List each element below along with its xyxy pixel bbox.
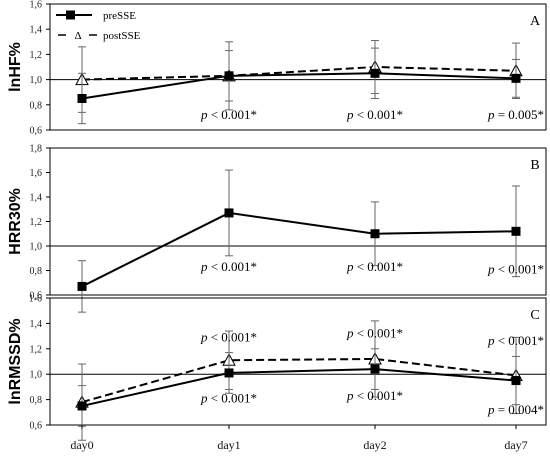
p-value-annotation: p = 0.004* [487,402,544,417]
legend-marker-preSSE [66,10,75,20]
y-tick-label: 0,6 [30,421,43,432]
marker-preSSE [224,208,234,218]
y-tick-label: 0,8 [30,266,43,277]
y-axis-label: HRR30% [7,188,24,255]
y-tick-label: 1,4 [30,319,43,330]
p-value-annotation: p < 0.001* [346,326,403,341]
series-line-preSSE [81,368,517,407]
marker-preSSE [224,368,234,378]
legend-label-preSSE: preSSE [103,10,136,22]
legend-marker-postSSE: Δ [74,30,81,42]
marker-preSSE [224,71,234,81]
x-tick-label: day1 [217,438,240,452]
p-value-annotation: p = 0.005* [487,107,544,122]
p-value-annotation: p < 0.001* [346,107,403,122]
p-value-annotation: p < 0.001* [200,390,257,405]
p-value-annotation: p < 0.001* [346,388,403,403]
p-value-annotation: p < 0.001* [346,259,403,274]
y-tick-label: 1,6 [30,168,43,179]
y-tick-label: 1-6 [29,294,42,305]
legend-label-postSSE: postSSE [103,30,141,42]
series-line-preSSE [81,211,517,288]
marker-preSSE [77,94,87,103]
panel-letter: C [530,308,539,323]
y-tick-label: 1,2 [30,50,43,61]
marker-preSSE [511,376,521,386]
panel-frame [49,3,547,131]
p-value-annotation: p < 0.001* [200,259,257,274]
y-tick-label: 1,8 [30,144,43,155]
y-tick-label: 0,6 [30,291,43,302]
marker-preSSE [77,401,87,411]
p-value-annotation: p < 0.001* [200,107,257,122]
marker-preSSE [511,226,521,236]
panel-letter: A [530,14,541,29]
y-tick-label: 0,8 [30,100,43,111]
panel-frame [49,147,547,296]
panel-letter: B [530,158,539,173]
y-tick-label: 1,2 [30,344,43,355]
panel-frame [49,297,547,426]
p-value-annotation: p < 0.001* [487,261,544,276]
y-tick-label: 1,0 [30,242,43,253]
y-tick-label: 1,4 [30,25,43,36]
series-line-postSSE [81,357,517,404]
y-tick-label: 1,0 [30,370,43,381]
marker-preSSE [370,68,380,78]
y-tick-label: 0,6 [30,126,43,137]
x-tick-label: day7 [504,438,527,452]
marker-preSSE [511,73,521,83]
x-tick-label: day0 [70,438,93,452]
marker-preSSE [77,281,87,291]
y-tick-label: 1,0 [30,75,43,86]
x-tick-label: day2 [363,438,386,452]
y-tick-label: 1,6 [30,0,43,11]
y-tick-label: 1,2 [30,217,43,228]
y-axis-label: lnRMSSD% [7,318,24,404]
p-value-annotation: p < 0.001* [200,329,257,344]
p-value-annotation: p < 0.001* [487,333,544,348]
marker-preSSE [370,364,380,374]
y-tick-label: 1,4 [30,193,43,204]
y-tick-label: 0,8 [30,395,43,406]
series-line-preSSE [81,72,517,100]
y-axis-label: lnHF% [7,42,24,92]
marker-preSSE [370,229,380,239]
series-line-postSSE [81,65,517,81]
